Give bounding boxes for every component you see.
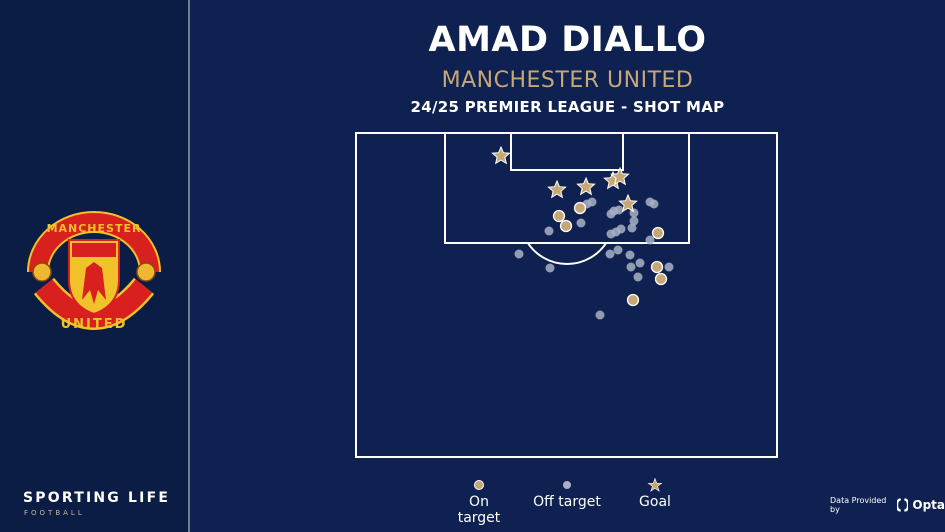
six-yard-box: [510, 132, 624, 171]
on-target-shot: [651, 226, 665, 240]
panel-divider: [188, 0, 190, 532]
off-target-shot: [614, 205, 624, 215]
data-credit: Data Provided by Opta: [830, 496, 945, 514]
off-target-shot: [587, 197, 597, 207]
goal-star-icon: [491, 145, 511, 165]
off-target-shot: [576, 218, 586, 228]
off-target-shot: [629, 216, 639, 226]
off-target-shot: [616, 224, 626, 234]
off-target-shot: [627, 223, 637, 233]
main-panel: [190, 0, 945, 532]
off-target-shot: [605, 249, 615, 259]
off-target-shot: [545, 263, 555, 273]
goal-star-icon: [647, 478, 663, 492]
team-name: MANCHESTER UNITED: [441, 68, 694, 93]
on-target-marker-icon: [474, 480, 484, 490]
goal-star-icon: [547, 179, 567, 199]
off-target-marker-icon: [563, 481, 571, 489]
on-target-shot: [650, 260, 664, 274]
goal-star-icon: [576, 176, 596, 196]
chart-caption: 24/25 PREMIER LEAGUE - SHOT MAP: [410, 98, 725, 116]
on-target-shot: [573, 201, 587, 215]
off-target-shot: [645, 235, 655, 245]
legend-label: Off target: [533, 494, 601, 510]
brand-section: FOOTBALL: [24, 509, 85, 517]
off-target-shot: [626, 262, 636, 272]
legend-label: Goal: [639, 494, 671, 510]
brand-name: SPORTING LIFE: [23, 490, 171, 506]
opta-logo-icon: [897, 498, 909, 512]
off-target-shot: [664, 262, 674, 272]
penalty-arc: [527, 242, 607, 265]
provider-name: Opta: [912, 498, 945, 512]
off-target-shot: [595, 310, 605, 320]
svg-text:UNITED: UNITED: [61, 317, 128, 332]
on-target-shot: [654, 272, 668, 286]
goal-star-icon: [610, 166, 630, 186]
legend-on-target: On target: [446, 478, 512, 526]
off-target-shot: [649, 199, 659, 209]
on-target-shot: [552, 209, 566, 223]
legend-label: On target: [457, 494, 501, 526]
pitch-lines: [355, 132, 778, 458]
on-target-shot: [559, 219, 573, 233]
off-target-shot: [625, 250, 635, 260]
off-target-shot: [635, 258, 645, 268]
credit-text: Data Provided by: [830, 496, 887, 514]
shots-layer: [491, 145, 674, 320]
legend-goal: Goal: [637, 478, 673, 510]
svg-text:MANCHESTER: MANCHESTER: [47, 222, 142, 235]
goal-star-icon: [618, 193, 638, 213]
pitch-outline: [355, 132, 778, 458]
on-target-shot: [626, 293, 640, 307]
club-crest-icon: MANCHESTER MANCHESTER UNITED: [27, 211, 161, 332]
legend-off-target: Off target: [533, 478, 601, 510]
off-target-shot: [514, 249, 524, 259]
off-target-shot: [544, 226, 554, 236]
off-target-shot: [633, 272, 643, 282]
player-name: AMAD DIALLO: [428, 20, 707, 60]
off-target-shot: [613, 245, 623, 255]
